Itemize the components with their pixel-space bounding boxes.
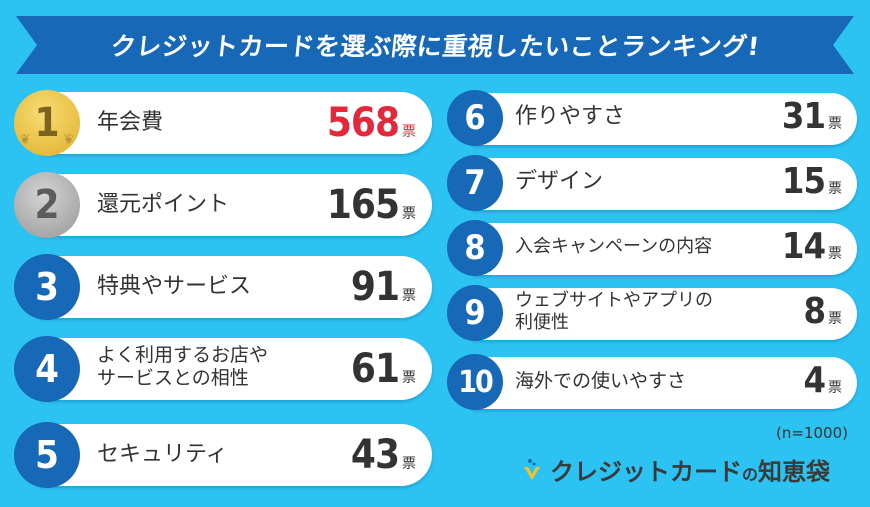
ranking-label: よく利用するお店や サービスとの相性 (97, 344, 269, 389)
title-banner: クレジットカードを選ぶ際に重視したいことランキング! (16, 16, 854, 74)
vote-count: 43 票 (350, 432, 416, 478)
ranking-label: デザイン (515, 169, 604, 194)
laurel-icon: ❦ (20, 132, 31, 148)
ranking-label: セキュリティ (97, 442, 228, 467)
ranking-row-4: 4 よく利用するお店や サービスとの相性 61 票 (0, 336, 440, 404)
laurel-icon: ❦ (63, 132, 74, 148)
rank-badge: 9 (447, 285, 503, 341)
vote-count: 568 票 (326, 100, 416, 146)
rank-badge: 7 (447, 155, 503, 211)
ranking-label: 作りやすさ (515, 104, 626, 129)
brand-logo: クレジットカードの知恵袋 (520, 452, 830, 487)
ranking-row-6: 6 作りやすさ 31 票 (443, 90, 858, 148)
brand-name: クレジットカードの知恵袋 (550, 458, 831, 486)
ranking-label: ウェブサイトやアプリの 利便性 (515, 290, 713, 333)
ranking-label: 還元ポイント (97, 192, 230, 217)
ranking-label: 入会キャンペーンの内容 (515, 236, 713, 257)
ranking-label: 特典やサービス (97, 274, 252, 299)
gold-medal-badge: 1 ❦ ❦ (14, 90, 80, 156)
ranking-label: 海外での使いやすさ (515, 370, 687, 392)
ranking-row-10: 10 海外での使いやすさ 4 票 (443, 354, 858, 412)
ranking-row-1: 1 ❦ ❦ 年会費 568 票 (0, 90, 440, 158)
vote-count: 8 票 (803, 291, 842, 332)
rank-badge: 6 (447, 90, 503, 146)
rank-badge: 5 (14, 422, 80, 488)
silver-medal-badge: 2 (14, 172, 80, 238)
ranking-row-8: 8 入会キャンペーンの内容 14 票 (443, 220, 858, 278)
sample-size: (n=1000) (776, 424, 848, 442)
ranking-row-7: 7 デザイン 15 票 (443, 155, 858, 213)
rank-badge: 4 (14, 336, 80, 402)
vote-count: 14 票 (781, 226, 842, 267)
vote-count: 15 票 (781, 161, 842, 202)
ranking-row-2: 2 還元ポイント 165 票 (0, 172, 440, 240)
ranking-row-9: 9 ウェブサイトやアプリの 利便性 8 票 (443, 285, 858, 343)
rank-badge: 3 (14, 254, 80, 320)
ranking-row-5: 5 セキュリティ 43 票 (0, 422, 440, 490)
page-title: クレジットカードを選ぶ際に重視したいことランキング! (108, 32, 761, 61)
vote-count: 31 票 (781, 96, 842, 137)
ranking-row-3: 3 特典やサービス 91 票 (0, 254, 440, 322)
vote-count: 91 票 (350, 264, 416, 310)
vote-count: 165 票 (326, 182, 416, 228)
ranking-label: 年会費 (97, 110, 164, 135)
card-logo-icon (520, 458, 544, 482)
vote-count: 4 票 (803, 360, 842, 401)
rank-badge: 10 (447, 354, 503, 410)
rank-badge: 8 (447, 220, 503, 276)
vote-count: 61 票 (350, 346, 416, 392)
